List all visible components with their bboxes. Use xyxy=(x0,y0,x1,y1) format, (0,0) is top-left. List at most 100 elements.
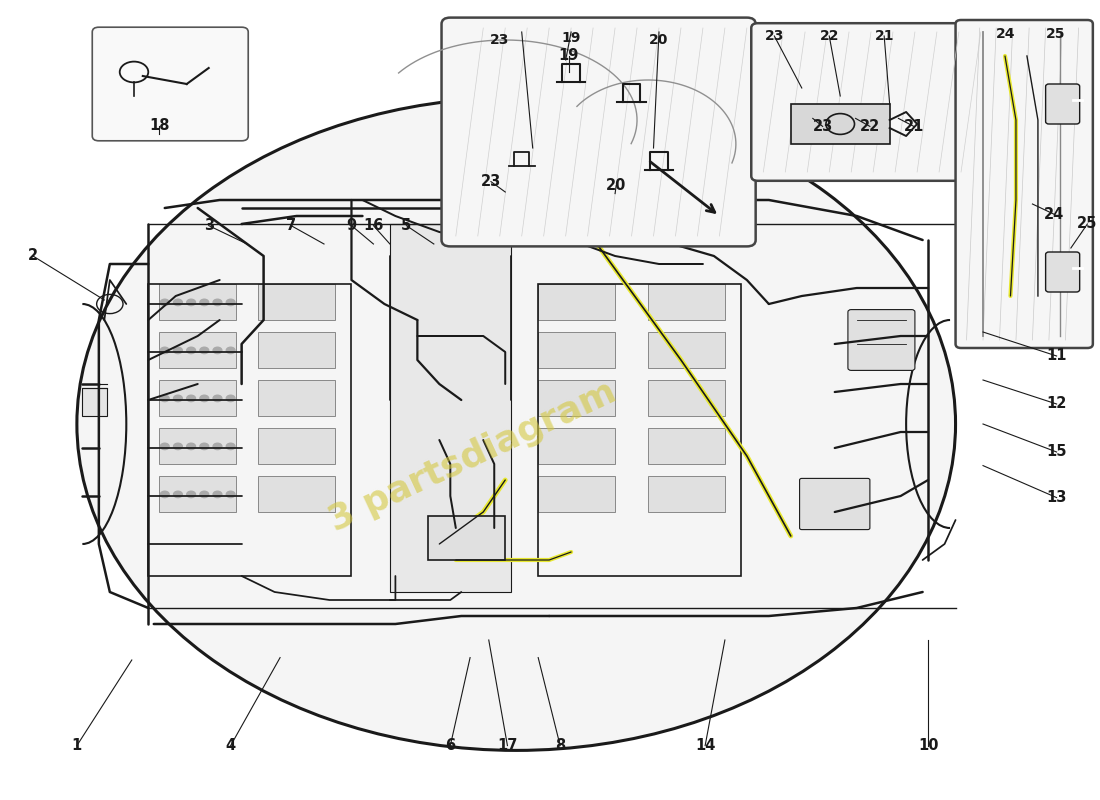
Text: 15: 15 xyxy=(1046,445,1067,459)
Circle shape xyxy=(161,347,169,354)
Bar xyxy=(160,380,236,416)
Circle shape xyxy=(187,395,196,402)
Bar xyxy=(160,428,236,464)
Bar xyxy=(648,380,725,416)
Circle shape xyxy=(161,443,169,450)
Text: 21: 21 xyxy=(903,119,924,134)
Bar xyxy=(160,284,236,320)
Bar xyxy=(648,476,725,512)
Bar xyxy=(648,332,725,368)
Bar xyxy=(148,284,352,576)
Circle shape xyxy=(174,395,183,402)
Text: 8: 8 xyxy=(556,738,565,753)
Circle shape xyxy=(213,443,222,450)
Text: 3: 3 xyxy=(204,218,213,233)
Circle shape xyxy=(213,347,222,354)
Bar xyxy=(648,284,725,320)
Bar xyxy=(389,224,510,592)
Text: 13: 13 xyxy=(1046,490,1067,505)
Text: 1: 1 xyxy=(72,738,82,753)
Circle shape xyxy=(200,347,209,354)
FancyBboxPatch shape xyxy=(441,18,756,246)
Text: 18: 18 xyxy=(148,118,169,133)
Text: 22: 22 xyxy=(860,119,880,134)
FancyBboxPatch shape xyxy=(92,27,249,141)
Circle shape xyxy=(174,491,183,498)
Text: 10: 10 xyxy=(917,738,938,753)
Text: 6: 6 xyxy=(446,738,455,753)
Text: 17: 17 xyxy=(497,738,518,753)
Text: 19: 19 xyxy=(561,30,581,45)
Circle shape xyxy=(187,299,196,306)
Text: 19: 19 xyxy=(559,49,579,63)
Text: 23: 23 xyxy=(491,33,509,47)
Bar xyxy=(428,516,505,560)
Bar xyxy=(258,380,336,416)
Bar xyxy=(258,428,336,464)
Circle shape xyxy=(187,347,196,354)
FancyBboxPatch shape xyxy=(800,478,870,530)
Text: 23: 23 xyxy=(813,119,833,134)
Text: 7: 7 xyxy=(286,218,296,233)
Text: 21: 21 xyxy=(874,29,894,43)
Circle shape xyxy=(213,299,222,306)
Bar xyxy=(160,332,236,368)
FancyBboxPatch shape xyxy=(751,23,979,181)
Circle shape xyxy=(200,299,209,306)
Bar xyxy=(258,284,336,320)
Text: 11: 11 xyxy=(1046,349,1067,363)
Circle shape xyxy=(227,299,235,306)
Text: 14: 14 xyxy=(695,738,715,753)
FancyBboxPatch shape xyxy=(956,20,1092,348)
Circle shape xyxy=(161,395,169,402)
Circle shape xyxy=(213,491,222,498)
Text: 4: 4 xyxy=(226,738,235,753)
Text: 24: 24 xyxy=(1044,207,1065,222)
Circle shape xyxy=(174,347,183,354)
Text: 25: 25 xyxy=(1046,27,1066,42)
Bar xyxy=(82,388,107,416)
Text: 24: 24 xyxy=(996,27,1015,42)
Bar xyxy=(538,428,615,464)
Bar xyxy=(258,332,336,368)
FancyBboxPatch shape xyxy=(848,310,915,370)
Bar xyxy=(160,476,236,512)
Bar xyxy=(538,332,615,368)
Bar xyxy=(648,428,725,464)
Circle shape xyxy=(227,347,235,354)
Bar xyxy=(538,476,615,512)
Text: 23: 23 xyxy=(481,174,502,189)
Circle shape xyxy=(161,491,169,498)
Text: 12: 12 xyxy=(1046,397,1067,411)
Circle shape xyxy=(187,443,196,450)
Bar xyxy=(538,380,615,416)
Text: 20: 20 xyxy=(649,33,669,47)
Circle shape xyxy=(200,443,209,450)
Bar xyxy=(538,284,615,320)
Circle shape xyxy=(213,395,222,402)
FancyBboxPatch shape xyxy=(1046,252,1080,292)
Bar xyxy=(258,476,336,512)
Circle shape xyxy=(227,443,235,450)
Text: 25: 25 xyxy=(1077,217,1098,231)
Text: 16: 16 xyxy=(363,218,384,233)
Text: 23: 23 xyxy=(764,29,784,43)
Circle shape xyxy=(200,491,209,498)
Text: 20: 20 xyxy=(606,178,626,193)
Circle shape xyxy=(161,299,169,306)
Circle shape xyxy=(187,491,196,498)
Text: 5: 5 xyxy=(402,218,411,233)
Circle shape xyxy=(174,443,183,450)
Circle shape xyxy=(200,395,209,402)
FancyBboxPatch shape xyxy=(1046,84,1080,124)
Bar xyxy=(791,104,890,144)
Text: 2: 2 xyxy=(28,249,38,263)
Text: 3 partsdiagram: 3 partsdiagram xyxy=(323,374,622,538)
Circle shape xyxy=(174,299,183,306)
Circle shape xyxy=(227,491,235,498)
Text: 22: 22 xyxy=(820,29,839,43)
Ellipse shape xyxy=(77,98,956,750)
Circle shape xyxy=(227,395,235,402)
Text: 9: 9 xyxy=(346,218,356,233)
Bar xyxy=(538,284,741,576)
